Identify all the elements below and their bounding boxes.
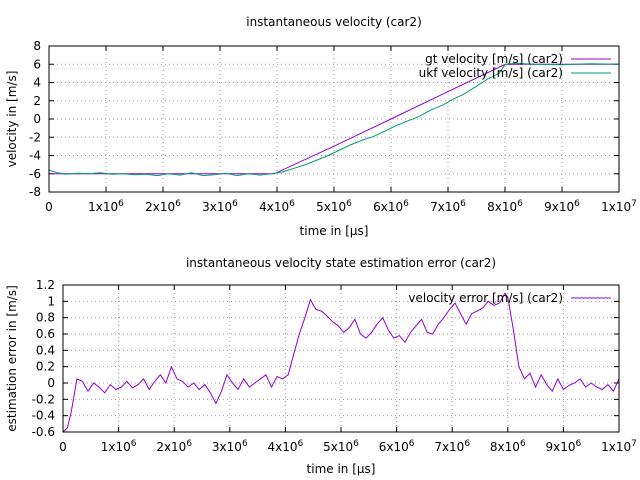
x-tick-exponent: 6 xyxy=(520,439,526,449)
y-tick-label: 4 xyxy=(33,76,41,90)
x-tick-label: 3x106 xyxy=(212,439,248,454)
x-tick-mantissa: 3x10 xyxy=(212,440,242,454)
y-tick-label: 0.8 xyxy=(36,311,55,325)
x-tick-mantissa: 7x10 xyxy=(434,440,464,454)
y-tick-label: 2 xyxy=(33,94,41,108)
chart-2: instantaneous velocity state estimation … xyxy=(5,256,637,476)
x-tick-label: 8x106 xyxy=(490,439,526,454)
y-tick-label: 0 xyxy=(47,376,55,390)
x-axis-label: time in [µs] xyxy=(307,462,376,476)
x-tick-exponent: 6 xyxy=(346,199,352,209)
x-tick-mantissa: 8x10 xyxy=(490,440,520,454)
y-axis-label: estimation error in [m/s] xyxy=(5,285,19,431)
x-tick-exponent: 7 xyxy=(631,439,637,449)
y-tick-label: -4 xyxy=(29,149,41,163)
x-tick-mantissa: 2x10 xyxy=(156,440,186,454)
x-tick-label: 8x106 xyxy=(487,199,523,214)
series-line-1 xyxy=(62,292,620,433)
x-tick-mantissa: 0 xyxy=(59,440,67,454)
y-tick-label: 0.6 xyxy=(36,327,55,341)
x-tick-mantissa: 8x10 xyxy=(487,200,517,214)
x-tick-mantissa: 6x10 xyxy=(373,200,403,214)
x-tick-mantissa: 4x10 xyxy=(259,200,289,214)
x-tick-exponent: 6 xyxy=(298,439,304,449)
y-tick-label: 0.2 xyxy=(36,360,55,374)
x-tick-exponent: 6 xyxy=(403,199,409,209)
x-tick-mantissa: 1x10 xyxy=(88,200,118,214)
x-tick-exponent: 6 xyxy=(289,199,295,209)
y-tick-label: 6 xyxy=(33,57,41,71)
x-tick-label: 4x106 xyxy=(259,199,295,214)
y-tick-label: -0.6 xyxy=(32,425,55,439)
legend-label: velocity error [m/s] (car2) xyxy=(408,291,563,305)
x-tick-label: 1x107 xyxy=(601,439,637,454)
x-tick-exponent: 6 xyxy=(242,439,248,449)
x-tick-exponent: 6 xyxy=(464,439,470,449)
x-tick-mantissa: 9x10 xyxy=(544,200,574,214)
y-tick-label: -8 xyxy=(29,185,41,199)
x-tick-label: 9x106 xyxy=(546,439,582,454)
x-tick-mantissa: 9x10 xyxy=(546,440,576,454)
y-tick-label: 8 xyxy=(33,39,41,53)
x-tick-mantissa: 6x10 xyxy=(379,440,409,454)
x-tick-label: 2x106 xyxy=(145,199,181,214)
x-tick-label: 7x106 xyxy=(430,199,466,214)
x-tick-label: 3x106 xyxy=(202,199,238,214)
x-tick-label: 2x106 xyxy=(156,439,192,454)
x-tick-label: 9x106 xyxy=(544,199,580,214)
y-tick-label: 1 xyxy=(47,294,55,308)
chart-title: instantaneous velocity state estimation … xyxy=(186,256,496,270)
x-tick-label: 7x106 xyxy=(434,439,470,454)
x-axis-label: time in [µs] xyxy=(300,224,369,238)
x-tick-exponent: 7 xyxy=(631,199,637,209)
x-tick-mantissa: 5x10 xyxy=(323,440,353,454)
y-tick-label: -0.2 xyxy=(32,392,55,406)
series-line-2 xyxy=(48,62,620,177)
x-tick-label: 0 xyxy=(45,200,53,214)
plot-frame xyxy=(62,284,620,433)
x-tick-label: 5x106 xyxy=(323,439,359,454)
chart-title: instantaneous velocity (car2) xyxy=(246,15,422,29)
x-tick-label: 4x106 xyxy=(268,439,304,454)
x-tick-exponent: 6 xyxy=(517,199,523,209)
legend-label: gt velocity [m/s] (car2) xyxy=(425,52,563,66)
y-tick-label: -0.4 xyxy=(32,409,55,423)
x-tick-mantissa: 5x10 xyxy=(316,200,346,214)
x-tick-mantissa: 1x10 xyxy=(601,200,631,214)
x-tick-exponent: 6 xyxy=(186,439,192,449)
plot-frame xyxy=(48,45,620,193)
y-tick-label: 0 xyxy=(33,112,41,126)
x-tick-label: 5x106 xyxy=(316,199,352,214)
x-tick-label: 1x106 xyxy=(88,199,124,214)
x-tick-mantissa: 3x10 xyxy=(202,200,232,214)
x-tick-exponent: 6 xyxy=(353,439,359,449)
legend-label: ukf velocity [m/s] (car2) xyxy=(419,66,563,80)
x-tick-mantissa: 2x10 xyxy=(145,200,175,214)
x-tick-label: 6x106 xyxy=(379,439,415,454)
y-tick-label: 1.2 xyxy=(36,278,55,292)
x-tick-mantissa: 0 xyxy=(45,200,53,214)
y-tick-label: 0.4 xyxy=(36,343,55,357)
x-tick-label: 1x107 xyxy=(601,199,637,214)
x-tick-mantissa: 1x10 xyxy=(601,440,631,454)
x-tick-exponent: 6 xyxy=(232,199,238,209)
y-tick-label: -2 xyxy=(29,130,41,144)
x-tick-exponent: 6 xyxy=(131,439,137,449)
y-tick-label: -6 xyxy=(29,167,41,181)
x-tick-exponent: 6 xyxy=(175,199,181,209)
x-tick-exponent: 6 xyxy=(574,199,580,209)
x-tick-label: 1x106 xyxy=(101,439,137,454)
x-tick-exponent: 6 xyxy=(118,199,124,209)
x-tick-exponent: 6 xyxy=(460,199,466,209)
y-axis-label: velocity in [m/s] xyxy=(5,71,19,168)
chart-1: instantaneous velocity (car2) 8 6 4 2 0 -2 -4 -6… xyxy=(5,15,637,238)
x-tick-mantissa: 1x10 xyxy=(101,440,131,454)
x-tick-label: 0 xyxy=(59,440,67,454)
x-tick-label: 6x106 xyxy=(373,199,409,214)
x-tick-exponent: 6 xyxy=(576,439,582,449)
x-tick-exponent: 6 xyxy=(409,439,415,449)
x-tick-mantissa: 7x10 xyxy=(430,200,460,214)
x-tick-mantissa: 4x10 xyxy=(268,440,298,454)
